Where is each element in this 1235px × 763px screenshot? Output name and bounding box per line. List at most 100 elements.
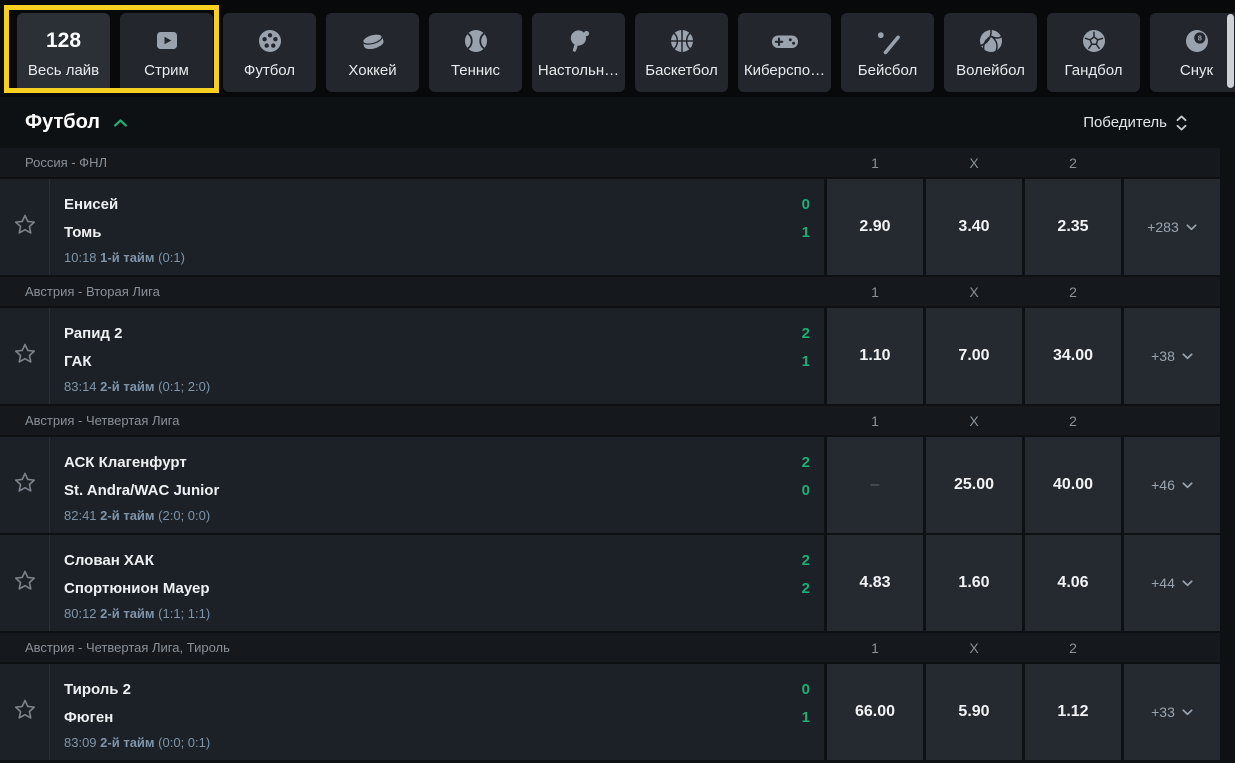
tab-volleyball[interactable]: Волейбол <box>944 13 1037 92</box>
match-main: Слован ХАК 2 Спортюнион Мауер 2 80:12 2-… <box>0 535 824 631</box>
odds-cell-2[interactable]: 40.00 <box>1025 437 1121 533</box>
odds-grid: 2.90 3.40 2.35 +283 <box>827 179 1220 275</box>
tab-basketball[interactable]: Баскетбол <box>635 13 728 92</box>
match-main: Енисей 0 Томь 1 10:18 1-й тайм (0:1) <box>0 179 824 275</box>
league-section: Россия - ФНЛ 1 X 2 Енисей 0 <box>0 148 1235 275</box>
match-row: Енисей 0 Томь 1 10:18 1-й тайм (0:1) 2.9… <box>0 179 1220 275</box>
snooker-eight-ball-icon: 8 <box>1183 27 1211 55</box>
svg-text:8: 8 <box>1197 33 1201 42</box>
odds-column-header-more <box>1124 155 1220 171</box>
match-info[interactable]: Рапид 2 2 ГАК 1 83:14 2-й тайм (0:1; 2:0… <box>50 308 824 404</box>
match-row: Рапид 2 2 ГАК 1 83:14 2-й тайм (0:1; 2:0… <box>0 308 1220 404</box>
league-matches: Рапид 2 2 ГАК 1 83:14 2-й тайм (0:1; 2:0… <box>0 308 1235 404</box>
odds-cell-2[interactable]: 2.35 <box>1025 179 1121 275</box>
leagues-list: Россия - ФНЛ 1 X 2 Енисей 0 <box>0 148 1235 760</box>
match-period: 2-й тайм <box>100 379 155 394</box>
tab-label: Настольн… <box>537 61 620 79</box>
odds-cell-x[interactable]: 1.60 <box>926 535 1022 631</box>
odds-cell-1[interactable]: 4.83 <box>827 535 923 631</box>
tab-table-tennis[interactable]: Настольн… <box>532 13 625 92</box>
chevron-up-icon[interactable] <box>113 118 128 128</box>
odds-column-header-1: 1 <box>871 639 879 656</box>
odds-cell-1[interactable]: – <box>827 437 923 533</box>
more-markets-button[interactable]: +44 <box>1124 535 1220 631</box>
football-icon <box>256 27 284 55</box>
away-team-score: 1 <box>801 708 810 726</box>
favorite-star-button[interactable] <box>0 179 50 275</box>
star-icon <box>12 568 38 599</box>
sports-tabs-row: 128 Весь лайв Стрим Футбол Хоккей Теннис… <box>0 0 1235 92</box>
tab-label: Весь лайв <box>27 61 100 79</box>
star-icon <box>12 212 38 243</box>
tab-label: Бейсбол <box>857 61 918 79</box>
home-team-score: 2 <box>801 324 810 342</box>
odds-cell-2[interactable]: 1.12 <box>1025 664 1121 760</box>
favorite-star-button[interactable] <box>0 535 50 631</box>
market-selector[interactable]: Победитель <box>1083 114 1187 131</box>
more-markets-button[interactable]: +283 <box>1124 179 1220 275</box>
away-team-name: St. Andra/WAC Junior <box>64 481 220 499</box>
odds-cell-2[interactable]: 4.06 <box>1025 535 1121 631</box>
odds-grid: – 25.00 40.00 +46 <box>827 437 1220 533</box>
more-markets-count: +44 <box>1151 575 1175 591</box>
league-section: Австрия - Четвертая Лига, Тироль 1 X 2 Т… <box>0 633 1235 760</box>
home-team-score: 2 <box>801 453 810 471</box>
home-team-name: Тироль 2 <box>64 680 132 698</box>
odds-cell-1[interactable]: 66.00 <box>827 664 923 760</box>
esports-gamepad-icon <box>770 27 800 55</box>
favorite-star-button[interactable] <box>0 308 50 404</box>
period-score: (2:0; 0:0) <box>158 508 211 523</box>
odds-cell-x[interactable]: 5.90 <box>926 664 1022 760</box>
match-info[interactable]: Тироль 2 0 Фюген 1 83:09 2-й тайм (0:0; … <box>50 664 824 760</box>
odds-column-header-1: 1 <box>871 283 879 300</box>
league-name: Россия - ФНЛ <box>25 155 107 170</box>
tab-baseball[interactable]: Бейсбол <box>841 13 934 92</box>
odds-cell-x[interactable]: 3.40 <box>926 179 1022 275</box>
tab-tennis[interactable]: Теннис <box>429 13 522 92</box>
baseball-bat-icon <box>874 27 902 55</box>
chevron-down-icon <box>1182 708 1193 716</box>
tab-football[interactable]: Футбол <box>223 13 316 92</box>
more-markets-count: +46 <box>1151 477 1175 493</box>
odds-cell-1[interactable]: 2.90 <box>827 179 923 275</box>
tab-snooker[interactable]: 8 Снук <box>1150 13 1235 92</box>
more-markets-count: +33 <box>1151 704 1175 720</box>
tab-esports[interactable]: Киберспо… <box>738 13 831 92</box>
more-markets-button[interactable]: +38 <box>1124 308 1220 404</box>
tab-hockey[interactable]: Хоккей <box>326 13 419 92</box>
match-status-line: 10:18 1-й тайм (0:1) <box>64 250 810 265</box>
star-icon <box>12 341 38 372</box>
league-header: Россия - ФНЛ 1 X 2 <box>0 148 1220 177</box>
more-markets-button[interactable]: +46 <box>1124 437 1220 533</box>
home-team-line: Слован ХАК 2 <box>64 546 810 574</box>
league-matches: Енисей 0 Томь 1 10:18 1-й тайм (0:1) 2.9… <box>0 179 1235 275</box>
tab-all-live[interactable]: 128 Весь лайв <box>17 13 110 92</box>
match-info[interactable]: Енисей 0 Томь 1 10:18 1-й тайм (0:1) <box>50 179 824 275</box>
tab-stream[interactable]: Стрим <box>120 13 213 92</box>
favorite-star-button[interactable] <box>0 437 50 533</box>
odds-cell-x[interactable]: 25.00 <box>926 437 1022 533</box>
odds-column-header-more <box>1124 413 1220 429</box>
chevron-down-icon <box>1186 223 1197 231</box>
scrollbar-thumb[interactable] <box>1227 14 1234 88</box>
tab-handball[interactable]: Гандбол <box>1047 13 1140 92</box>
match-info[interactable]: АСК Клагенфурт 2 St. Andra/WAC Junior 0 … <box>50 437 824 533</box>
odds-column-header-2: 2 <box>1069 639 1077 656</box>
league-matches: АСК Клагенфурт 2 St. Andra/WAC Junior 0 … <box>0 437 1235 631</box>
home-team-name: АСК Клагенфурт <box>64 453 187 471</box>
more-markets-count: +38 <box>1151 348 1175 364</box>
match-info[interactable]: Слован ХАК 2 Спортюнион Мауер 2 80:12 2-… <box>50 535 824 631</box>
odds-column-header-more <box>1124 284 1220 300</box>
more-markets-button[interactable]: +33 <box>1124 664 1220 760</box>
odds-grid: 4.83 1.60 4.06 +44 <box>827 535 1220 631</box>
tab-label: Баскетбол <box>645 61 718 79</box>
odds-column-headers: 1 X 2 <box>827 284 1220 300</box>
favorite-star-button[interactable] <box>0 664 50 760</box>
match-time: 82:41 <box>64 508 97 523</box>
odds-cell-2[interactable]: 34.00 <box>1025 308 1121 404</box>
tab-label: Стрим <box>144 61 189 79</box>
odds-cell-x[interactable]: 7.00 <box>926 308 1022 404</box>
market-selector-label: Победитель <box>1083 114 1167 131</box>
odds-cell-1[interactable]: 1.10 <box>827 308 923 404</box>
match-time: 83:09 <box>64 735 97 750</box>
